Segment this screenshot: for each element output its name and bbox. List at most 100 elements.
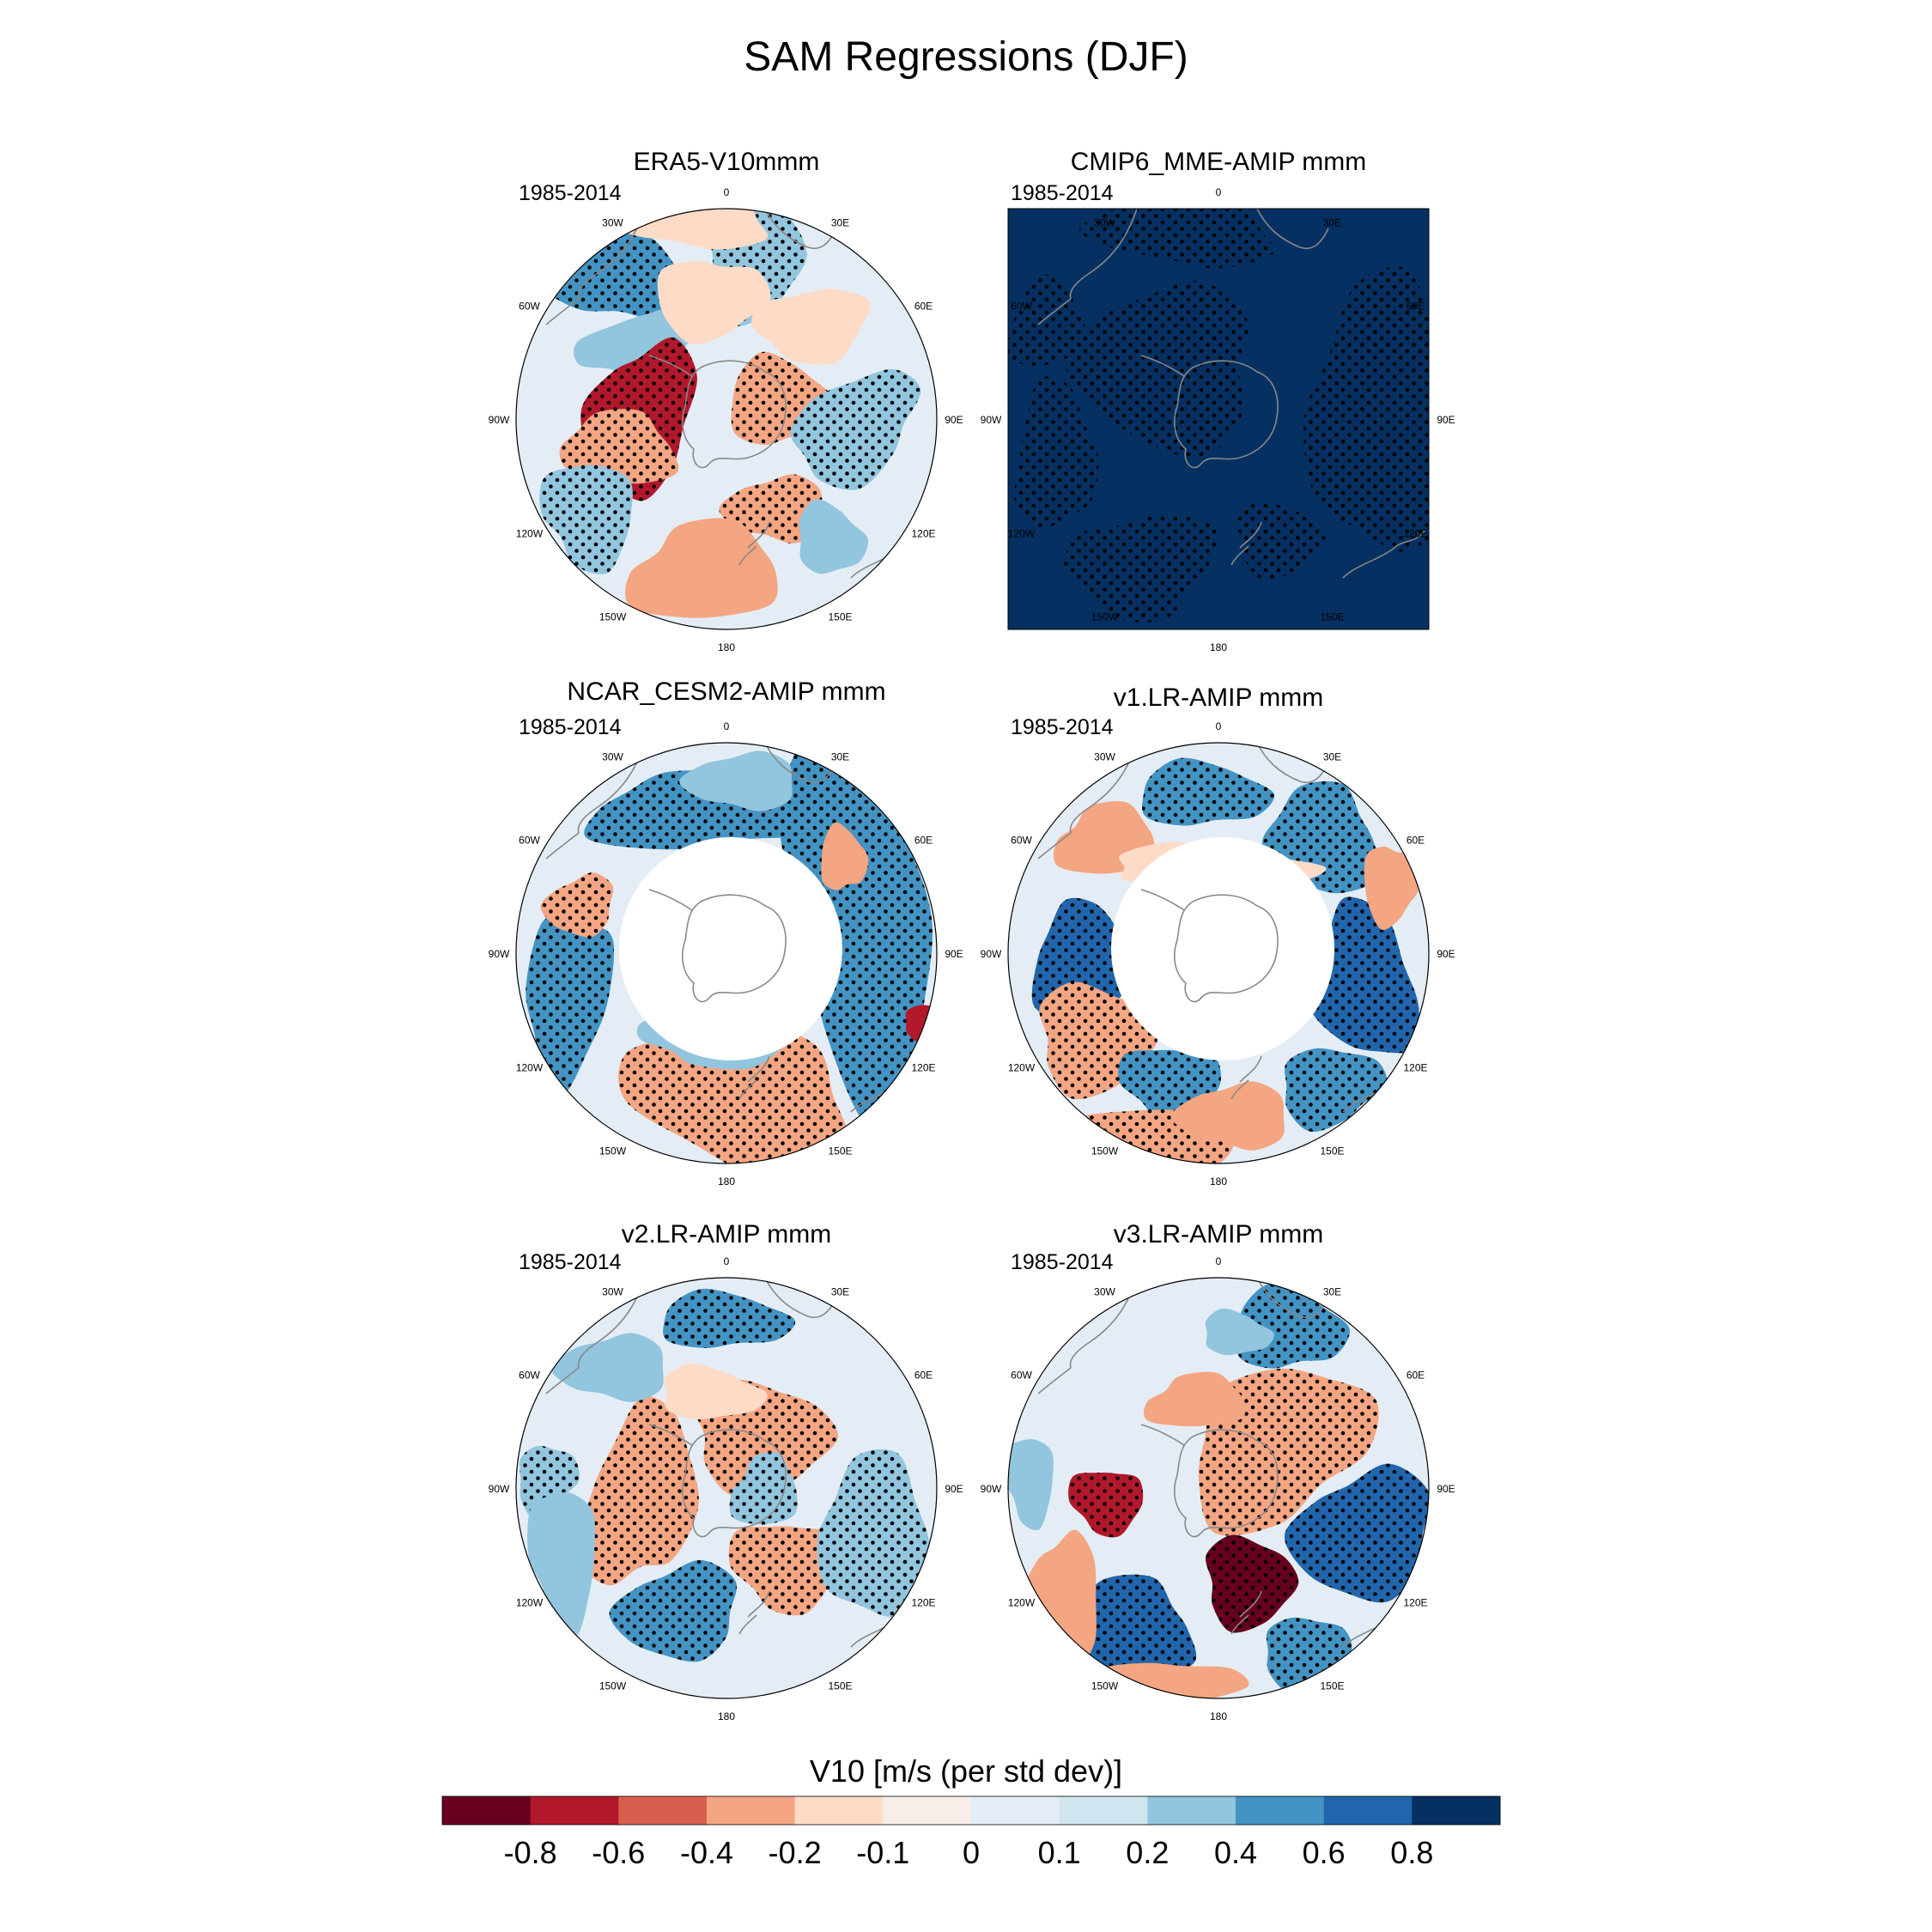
colorbar-swatch [971, 1796, 1060, 1825]
longitude-label: 30W [602, 1286, 623, 1298]
significance-stipple [1234, 501, 1329, 580]
significance-stipple [1008, 274, 1085, 368]
coastline [1230, 521, 1262, 566]
colorbar-tick-label: -0.6 [592, 1835, 645, 1870]
coastline [1256, 1278, 1329, 1318]
significance-stipple [1364, 285, 1429, 357]
colorbar-swatch [442, 1796, 532, 1825]
longitude-label: 90E [1437, 948, 1455, 960]
longitude-label: 120W [1008, 1597, 1036, 1609]
colorbar-swatch [883, 1796, 972, 1825]
antarctica-coastline [1174, 894, 1279, 1003]
longitude-label: 60E [1406, 301, 1425, 313]
longitude-label: 60E [914, 301, 933, 313]
coastline [764, 209, 837, 249]
coastline [545, 743, 646, 860]
coastline [1256, 209, 1329, 249]
map-panel: v2.LR-AMIP mmm 0 30E 60E 90E 120E 150E 180 150W 1… [489, 1220, 963, 1722]
antarctica-coastline [682, 1429, 787, 1538]
longitude-label: 90W [489, 414, 510, 426]
coastline [1230, 1055, 1262, 1100]
longitude-label: 150E [828, 611, 852, 623]
longitude-label: 150W [1091, 1680, 1119, 1692]
anomaly-region [527, 1492, 595, 1638]
map-panels: ERA5-V10mmm 0 30E 60E 90E 120E 150E 180 150W 120W… [489, 148, 1455, 1722]
significance-stipple [817, 1449, 937, 1618]
significance-stipple [609, 1559, 737, 1662]
longitude-label: 90W [489, 948, 510, 960]
longitude-label: 150E [1320, 611, 1344, 623]
anomaly-region [1097, 1662, 1249, 1698]
longitude-label: 60W [1011, 301, 1032, 313]
colorbar-swatch [1323, 1796, 1413, 1825]
significance-stipple [1066, 280, 1249, 459]
anomaly-region [1364, 846, 1421, 931]
panel-title: v2.LR-AMIP mmm [622, 1220, 831, 1249]
anomaly-region [625, 518, 778, 618]
longitude-label: 60E [1406, 1370, 1425, 1382]
colorbar-swatch [794, 1796, 884, 1825]
longitude-label: 60W [519, 301, 540, 313]
longitude-label: 90W [981, 1483, 1002, 1495]
longitude-label: 180 [1210, 1176, 1227, 1188]
map-panel: NCAR_CESM2-AMIP mmm 0 30E 60E 90E 120E 150E 180… [489, 677, 963, 1188]
anomaly-region [1171, 1081, 1285, 1151]
colorbar-swatch [1412, 1796, 1501, 1825]
longitude-label: 120E [1403, 1062, 1427, 1074]
significance-stipple [719, 474, 823, 544]
longitude-label: 90E [945, 414, 963, 426]
longitude-label: 60E [1406, 835, 1425, 847]
anomaly-region [664, 1363, 768, 1420]
longitude-label: 120E [1403, 1597, 1427, 1609]
significance-stipple [577, 1396, 699, 1586]
missing-data-mask [619, 837, 842, 1060]
panel-title: CMIP6_MME-AMIP mmm [1071, 148, 1366, 176]
significance-stipple [1284, 1463, 1429, 1603]
map-field [1008, 209, 1429, 629]
panel-period: 1985-2014 [1011, 181, 1114, 205]
longitude-label: 120W [516, 1597, 544, 1609]
map-field [1008, 743, 1429, 1163]
significance-stipple [790, 368, 921, 490]
map-frame [1007, 742, 1430, 1164]
longitude-label: 150W [1091, 1145, 1119, 1157]
map-frame [1007, 208, 1430, 630]
panel-title: ERA5-V10mmm [634, 148, 820, 176]
longitude-label: 60W [1011, 835, 1032, 847]
longitude-label: 90W [489, 1483, 510, 1495]
colorbar-tick-label: 0.1 [1038, 1835, 1081, 1870]
longitude-label: 120E [911, 1062, 935, 1074]
colorbar-swatch [618, 1796, 708, 1825]
longitude-label: 30E [1323, 217, 1341, 229]
significance-stipple [526, 915, 615, 1097]
panel-title: v1.LR-AMIP mmm [1114, 683, 1323, 712]
significance-stipple [728, 1526, 841, 1616]
antarctica-coastline [1174, 1429, 1279, 1538]
anomaly-region [1008, 1439, 1054, 1531]
map-field [516, 743, 937, 1163]
significance-stipple [1266, 1617, 1352, 1692]
map-frame [515, 208, 938, 630]
coastline [1230, 1590, 1262, 1635]
antarctica-coastline [1174, 360, 1279, 469]
coastline [1140, 355, 1185, 377]
coastline [764, 1278, 837, 1318]
longitude-label: 90E [945, 948, 963, 960]
colorbar-tick-label: -0.2 [769, 1835, 822, 1870]
coastline [1037, 743, 1138, 860]
longitude-label: 150E [828, 1680, 852, 1692]
coastline [1037, 209, 1138, 325]
significance-stipple [1079, 209, 1275, 269]
longitude-label: 180 [718, 641, 735, 653]
coastline [738, 521, 770, 566]
colorbar-tick-label: -0.8 [504, 1835, 557, 1870]
longitude-label: 0 [1216, 1255, 1222, 1267]
panel-title: NCAR_CESM2-AMIP mmm [567, 677, 885, 706]
missing-data-mask [1111, 837, 1334, 1060]
map-frame [515, 742, 938, 1164]
map-panel: v3.LR-AMIP mmm 0 30E 60E 90E 120E 150E 180 150W 1… [981, 1220, 1455, 1722]
coastline [764, 743, 837, 783]
longitude-label: 60W [519, 1370, 540, 1382]
longitude-label: 60E [914, 835, 933, 847]
significance-stipple [1308, 896, 1419, 1054]
